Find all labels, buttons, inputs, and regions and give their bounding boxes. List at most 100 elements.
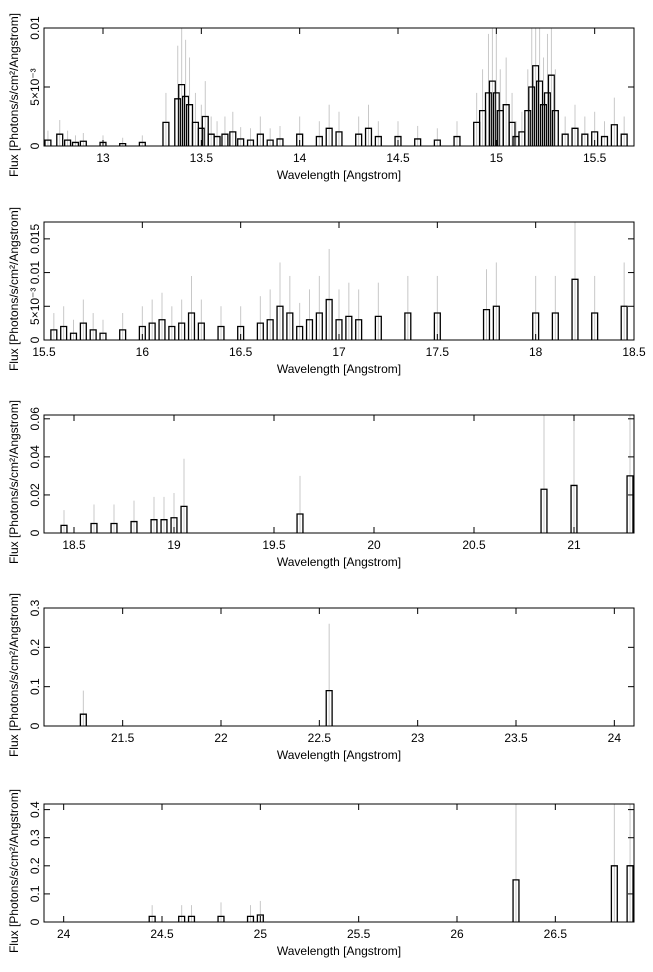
data-bin (488, 80, 496, 146)
data-bin (325, 298, 333, 340)
data-bin (543, 92, 552, 146)
data-bin (178, 915, 186, 922)
x-tick-label: 18.5 (622, 345, 646, 359)
data-bin (119, 142, 127, 146)
x-tick-label: 14.5 (386, 151, 410, 165)
data-bin (110, 522, 118, 533)
data-bin (364, 127, 373, 146)
y-tick-label: 0.06 (28, 407, 42, 431)
data-bin (178, 322, 186, 340)
data-bin (217, 325, 225, 340)
y-tick-label: 0.2 (28, 639, 42, 656)
data-bin (414, 138, 422, 146)
y-tick-label: 0.4 (28, 801, 42, 818)
y-tick-label: 0.2 (28, 857, 42, 874)
data-bin (160, 519, 168, 533)
data-bin (528, 86, 536, 146)
data-bin (296, 325, 304, 340)
x-tick-label: 24.5 (150, 927, 174, 941)
data-bin (536, 80, 544, 146)
data-bin (508, 121, 516, 146)
data-bin (620, 305, 628, 340)
y-axis-title: Flux [Photons/s/cm²/Angstrom] (7, 789, 21, 953)
data-bin (374, 135, 382, 146)
y-axis-title: Flux [Photons/s/cm²/Angstrom] (7, 593, 21, 757)
data-bin (130, 520, 138, 533)
spectrum-panel-5: 24 24.5 25 25.5 26 26.5 0 0.1 0.2 0.3 0.4 Wavelengt… (7, 789, 635, 958)
data-bin (532, 65, 540, 146)
data-bin (217, 915, 225, 922)
data-bin (148, 915, 156, 922)
x-tick-label: 13.5 (190, 151, 214, 165)
x-tick-label: 17 (332, 345, 346, 359)
data-bin (71, 141, 80, 146)
data-bin (315, 135, 323, 146)
data-bin (138, 325, 146, 340)
x-tick-label: 23 (411, 731, 425, 745)
data-bin (276, 138, 284, 146)
data-bin (237, 138, 245, 146)
data-bin (482, 309, 491, 340)
x-tick-label: 18 (529, 345, 543, 359)
data-bin (79, 322, 87, 340)
data-bin (561, 133, 569, 146)
data-bin (571, 127, 579, 146)
data-bin (315, 312, 323, 340)
x-axis-title: Wavelength [Angstrom] (277, 944, 401, 958)
data-bin (394, 135, 402, 146)
y-tick-label: 0.015 (28, 224, 42, 254)
x-axis-title: Wavelength [Angstrom] (277, 168, 401, 182)
data-bin (99, 332, 107, 340)
data-bin (213, 135, 221, 146)
data-bin (570, 484, 578, 533)
data-bin (305, 319, 314, 340)
x-tick-label: 19.5 (262, 538, 286, 552)
data-bin (610, 124, 618, 146)
y-tick-label: 0.1 (28, 885, 42, 902)
plot-area (50, 222, 628, 340)
x-tick-label: 21.5 (111, 731, 135, 745)
data-bin (571, 278, 579, 340)
data-bin (60, 524, 68, 533)
data-bin (44, 139, 52, 146)
data-bin (433, 139, 441, 146)
y-tick-label: 0.04 (28, 445, 42, 469)
data-bin (492, 92, 500, 146)
data-bin (551, 312, 559, 340)
y-tick-label: 0.1 (28, 678, 42, 695)
y-tick-label: 0 (28, 722, 42, 729)
data-bin (296, 133, 304, 146)
x-tick-label: 19 (167, 538, 181, 552)
x-tick-label: 20 (367, 538, 381, 552)
data-bin (539, 104, 548, 146)
x-axis-title: Wavelength [Angstrom] (277, 748, 401, 762)
y-tick-label: 0 (28, 529, 42, 536)
x-axis-title: Wavelength [Angstrom] (277, 555, 401, 569)
data-bin (591, 312, 599, 340)
data-bin (79, 713, 87, 726)
spectrum-panel-2: 15.5 16 16.5 17 17.5 18 18.5 0 5×10⁻³ 0.01 0.015 Wa… (7, 207, 646, 376)
data-bin (374, 315, 382, 340)
data-bin (229, 131, 237, 146)
data-bin (182, 95, 190, 146)
data-bin (237, 325, 245, 340)
data-bin (484, 92, 493, 146)
data-bin (187, 312, 196, 340)
x-tick-label: 24 (57, 927, 71, 941)
plot-area (79, 623, 333, 726)
y-tick-label: 5×10⁻³ (28, 288, 42, 325)
data-bin (512, 879, 520, 922)
data-bin (201, 115, 209, 146)
data-bin (89, 329, 97, 340)
y-tick-label: 0.3 (28, 829, 42, 846)
y-tick-label: 0 (28, 336, 42, 343)
x-tick-label: 22.5 (308, 731, 332, 745)
x-tick-label: 26.5 (544, 927, 568, 941)
plot-area (44, 28, 628, 146)
plot-area (60, 415, 634, 533)
data-bin (325, 127, 333, 146)
data-bin (246, 139, 255, 146)
data-bin (56, 133, 64, 146)
data-bin (335, 319, 343, 340)
data-bin (355, 319, 363, 340)
